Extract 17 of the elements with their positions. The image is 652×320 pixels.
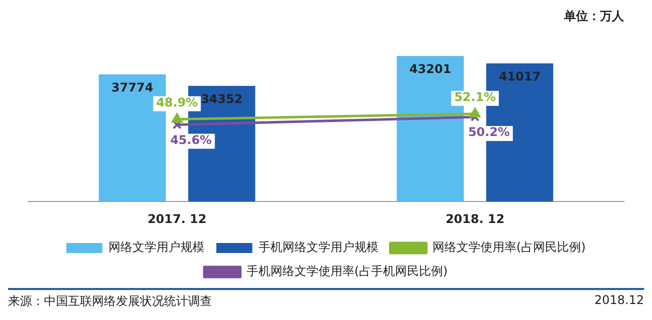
x-tick-label: 2017. 12: [148, 212, 206, 226]
x-tick-label: 2018. 12: [446, 212, 504, 226]
source-note: 来源：中国互联网络发展状况统计调查: [8, 293, 212, 310]
data-label: 41017: [498, 70, 541, 84]
text: 2018.12: [594, 293, 644, 309]
legend-label: 手机网络文学用户规模: [258, 240, 378, 254]
data-label: 37774: [111, 80, 154, 94]
data-label: 43201: [409, 62, 452, 76]
legend-label: 手机网络文学使用率(占手机网民比例): [246, 264, 448, 278]
text: 单位：万人: [563, 8, 625, 25]
data-label: 50.2%: [468, 125, 510, 140]
legend-label: 网络文学使用率(占网民比例): [432, 240, 586, 254]
data-label: 52.1%: [454, 90, 496, 104]
data-label: 48.9%: [156, 95, 198, 110]
legend-label: 网络文学用户规模: [108, 240, 204, 254]
data-label: 34352: [200, 92, 243, 106]
data-label: 45.6%: [170, 132, 212, 147]
